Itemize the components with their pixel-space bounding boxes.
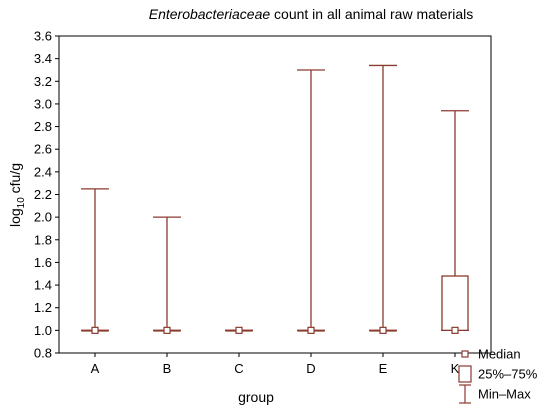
iqr-box-K [441, 275, 469, 332]
legend-box-swatch [458, 365, 472, 383]
plot-area [81, 64, 469, 334]
legend-median-swatch [461, 350, 469, 358]
y-tick-label-6: 2.0 [34, 210, 52, 225]
y-tick-label-9: 2.6 [34, 142, 52, 157]
x-tick-label-D: D [306, 361, 315, 376]
legend-label-median: Median [478, 347, 521, 362]
y-tick-label-12: 3.2 [34, 74, 52, 89]
y-tick-label-8: 2.4 [34, 164, 52, 179]
median-marker-K [451, 326, 459, 334]
median-marker-A [91, 326, 99, 334]
y-tick-label-5: 1.8 [34, 232, 52, 247]
x-tick-label-C: C [234, 361, 243, 376]
box-group-E [369, 64, 397, 334]
x-tick-label-E: E [379, 361, 388, 376]
y-axis: 0.8 1.0 1.2 1.4 1.6 1.8 2.0 2.2 2.4 2.6 2.8 3.0 3.2 3… [34, 29, 59, 361]
median-marker-B [163, 326, 171, 334]
y-axis-label-main: log [7, 208, 23, 227]
y-tick-label-2: 1.2 [34, 300, 52, 315]
box-group-B [153, 216, 181, 334]
x-tick-label-K: K [451, 361, 460, 376]
y-tick-label-14: 3.6 [34, 29, 52, 44]
y-tick-label-3: 1.4 [34, 278, 52, 293]
box-group-A [81, 188, 109, 334]
legend: Median 25%–75% Min–Max [458, 347, 538, 404]
y-tick-label-0: 0.8 [34, 346, 52, 361]
legend-label-whisker: Min–Max [478, 387, 531, 402]
median-marker-D [307, 326, 315, 334]
chart-title: Enterobacteriaceae count in all animal r… [149, 6, 474, 22]
box-group-K [441, 110, 469, 334]
y-tick-label-4: 1.6 [34, 255, 52, 270]
x-axis-label: group [238, 389, 274, 405]
y-axis-label-sub: 10 [16, 197, 27, 209]
y-tick-label-10: 2.8 [34, 119, 52, 134]
y-tick-label-1: 1.0 [34, 323, 52, 338]
x-tick-label-A: A [91, 361, 100, 376]
legend-label-box: 25%–75% [478, 367, 538, 382]
x-tick-label-B: B [163, 361, 172, 376]
y-axis-label: log10 cfu/g [7, 163, 27, 227]
median-marker-C [235, 326, 243, 334]
chart-title-italic: Enterobacteriaceae [149, 6, 271, 22]
box-group-C [225, 326, 253, 334]
median-marker-E [379, 326, 387, 334]
y-tick-label-11: 3.0 [34, 96, 52, 111]
chart-title-rest: count in all animal raw materials [270, 6, 473, 22]
y-tick-label-13: 3.4 [34, 51, 52, 66]
y-axis-label-rest: cfu/g [7, 163, 23, 197]
box-group-D [297, 69, 325, 334]
plot-frame [58, 35, 492, 354]
y-tick-label-7: 2.2 [34, 187, 52, 202]
